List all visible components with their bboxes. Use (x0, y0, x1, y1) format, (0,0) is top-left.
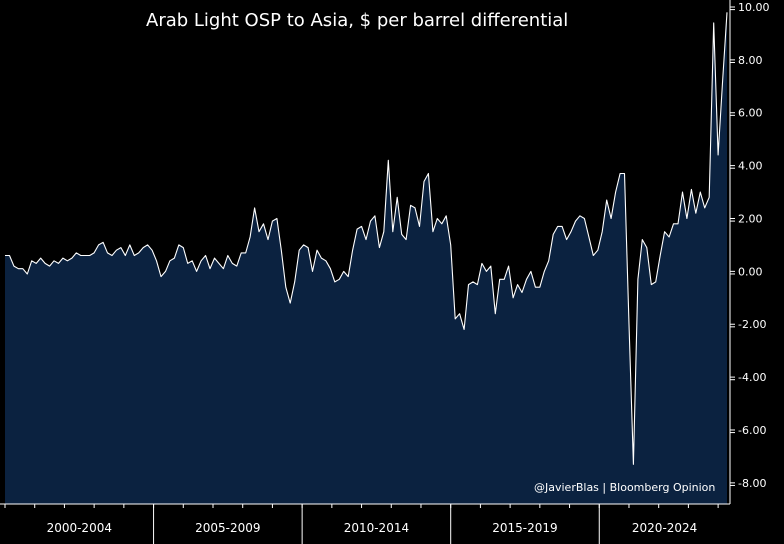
y-tick-label: 8.00 (738, 54, 763, 67)
y-tick-label: 4.00 (738, 160, 763, 173)
y-tick-label: -8.00 (738, 477, 766, 490)
y-tick-label: -4.00 (738, 371, 766, 384)
series-area (5, 12, 727, 505)
x-tick-label: 2015-2019 (492, 521, 557, 535)
y-tick-label: -6.00 (738, 424, 766, 437)
y-tick-label: 0.00 (738, 265, 763, 278)
y-tick-label: 6.00 (738, 107, 763, 120)
x-tick-label: 2010-2014 (344, 521, 409, 535)
chart-credit: @JavierBlas | Bloomberg Opinion (534, 481, 716, 494)
y-tick-label: 2.00 (738, 212, 763, 225)
series-line (5, 12, 728, 465)
x-tick-label: 2000-2004 (47, 521, 112, 535)
x-tick-label: 2005-2009 (195, 521, 260, 535)
y-tick-label: -2.00 (738, 318, 766, 331)
y-tick-label: 10.00 (738, 1, 770, 14)
x-tick-label: 2020-2024 (632, 521, 697, 535)
chart-title: Arab Light OSP to Asia, $ per barrel dif… (146, 10, 569, 31)
